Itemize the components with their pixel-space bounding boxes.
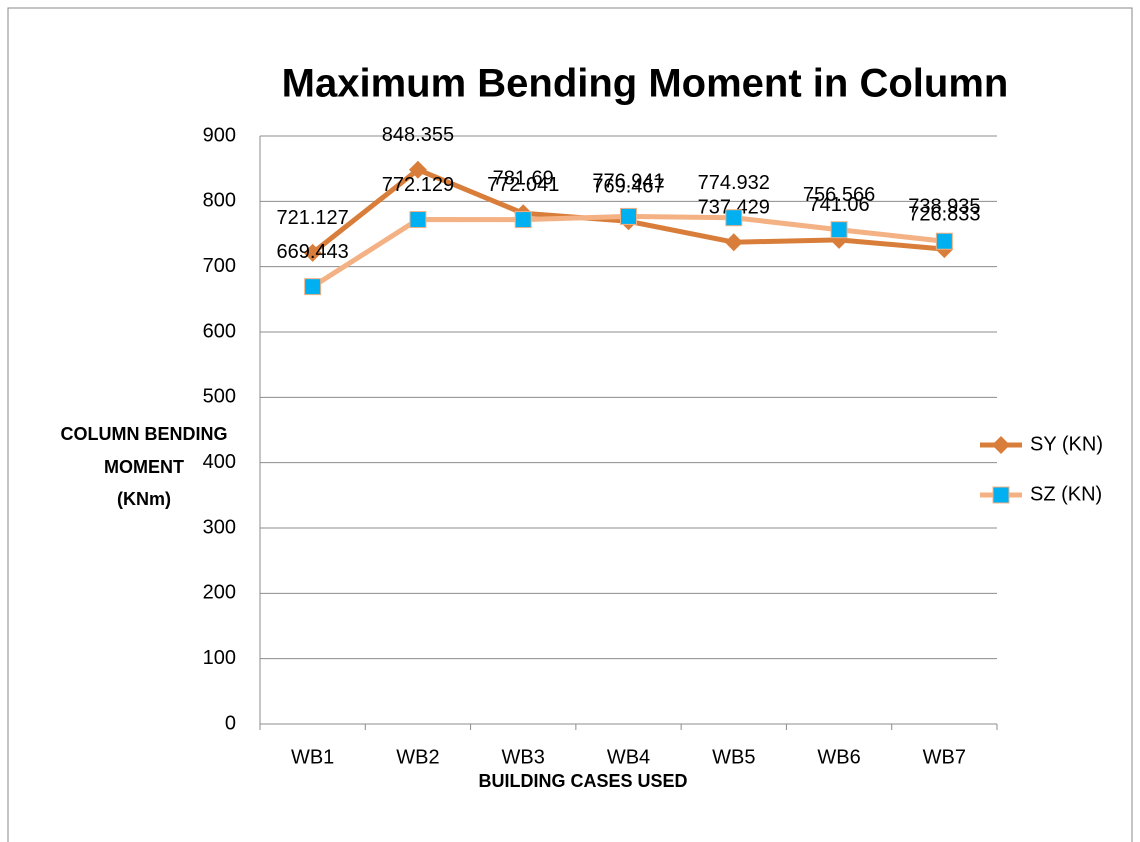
y-tick-label: 300 <box>203 516 236 538</box>
data-label: 756.566 <box>803 184 875 206</box>
y-axis-label: MOMENT <box>104 457 184 477</box>
x-tick-label: WB5 <box>712 746 755 768</box>
y-tick-label: 400 <box>203 451 236 473</box>
x-tick-label: WB2 <box>396 746 439 768</box>
legend-label: SY (KN) <box>1030 433 1103 455</box>
point-marker <box>408 160 427 179</box>
x-tick-label: WB3 <box>502 746 545 768</box>
point-marker <box>725 209 743 227</box>
x-tick-label: WB6 <box>817 746 860 768</box>
y-tick-label: 800 <box>203 190 236 212</box>
x-tick-label: WB1 <box>291 746 334 768</box>
data-label: 774.932 <box>698 172 770 194</box>
y-tick-label: 700 <box>203 255 236 277</box>
point-marker <box>620 207 637 225</box>
y-tick-label: 200 <box>203 582 236 604</box>
y-tick-label: 0 <box>225 712 236 734</box>
data-label: 737.429 <box>698 196 770 218</box>
x-axis-label: BUILDING CASES USED <box>478 771 687 791</box>
data-label: 776.941 <box>592 171 664 193</box>
legend-marker <box>992 436 1010 454</box>
legend-label: SZ (KN) <box>1030 483 1102 505</box>
y-axis-label: (KNm) <box>117 489 171 509</box>
data-label: 772.129 <box>382 174 454 196</box>
point-marker <box>935 232 953 250</box>
y-tick-label: 600 <box>203 320 236 342</box>
y-tick-label: 900 <box>203 124 236 146</box>
data-label: 781.69 <box>493 168 554 190</box>
data-label: 848.355 <box>382 124 454 146</box>
point-marker <box>409 211 427 229</box>
point-marker <box>514 211 532 229</box>
data-label: 726.833 <box>908 203 980 225</box>
y-tick-label: 100 <box>203 647 236 669</box>
legend-marker <box>992 486 1010 504</box>
data-label: 738.935 <box>908 196 980 218</box>
data-label: 721.127 <box>276 207 348 229</box>
data-label: 772.041 <box>487 174 559 196</box>
point-marker <box>303 243 322 262</box>
point-marker <box>724 233 743 252</box>
y-axis-label: COLUMN BENDING <box>61 424 228 444</box>
data-label: 741.06 <box>808 194 869 216</box>
point-marker <box>830 221 848 239</box>
data-label: 769.467 <box>592 176 664 198</box>
data-label: 669.443 <box>276 241 348 263</box>
point-marker <box>304 278 322 296</box>
x-tick-label: WB4 <box>607 746 650 768</box>
x-tick-label: WB7 <box>923 746 966 768</box>
chart-title: Maximum Bending Moment in Column <box>282 62 1009 106</box>
chart-frame <box>7 7 1133 842</box>
y-tick-label: 500 <box>203 386 236 408</box>
